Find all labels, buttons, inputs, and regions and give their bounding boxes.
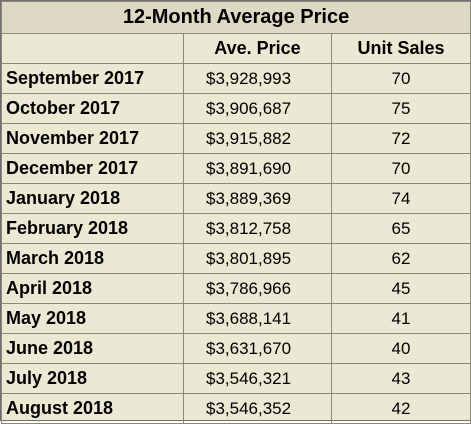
- price-cell: $3,688,141: [183, 303, 332, 334]
- month-cell: June 2018: [1, 333, 184, 364]
- price-column-header: Ave. Price: [183, 33, 332, 64]
- month-cell: May 2018: [1, 303, 184, 334]
- sales-cell: 43: [330, 363, 471, 394]
- price-cell: $3,546,321: [183, 363, 332, 394]
- title-row: 12-Month Average Price: [0, 1, 471, 34]
- sales-cell: 42: [330, 393, 471, 424]
- sales-cell: 65: [330, 213, 471, 244]
- price-cell: $3,546,352: [183, 393, 332, 424]
- sales-cell: 75: [330, 93, 471, 124]
- sales-cell: 72: [330, 123, 471, 154]
- table-row: November 2017 $3,915,882 72: [1, 123, 471, 154]
- month-cell: February 2018: [1, 213, 184, 244]
- header-row: Ave. Price Unit Sales: [1, 33, 471, 64]
- month-column-header: [1, 33, 184, 64]
- price-cell: $3,786,966: [183, 273, 332, 304]
- table-row: May 2018 $3,688,141 41: [1, 303, 471, 334]
- month-cell: September 2017: [1, 63, 184, 94]
- table-row: September 2017 $3,928,993 70: [1, 63, 471, 94]
- table-title: 12-Month Average Price: [0, 1, 471, 34]
- month-cell: April 2018: [1, 273, 184, 304]
- price-cell: $3,889,369: [183, 183, 332, 214]
- price-cell: $3,801,895: [183, 243, 332, 274]
- table-row: July 2018 $3,546,321 43: [1, 363, 471, 394]
- table-row: October 2017 $3,906,687 75: [1, 93, 471, 124]
- sales-cell: 41: [330, 303, 471, 334]
- table-row: August 2018 $3,546,352 42: [1, 393, 471, 424]
- month-cell: November 2017: [1, 123, 184, 154]
- month-cell: August 2018: [1, 393, 184, 424]
- price-cell: $3,631,670: [183, 333, 332, 364]
- month-cell: July 2018: [1, 363, 184, 394]
- table-row: June 2018 $3,631,670 40: [1, 333, 471, 364]
- table-row: March 2018 $3,801,895 62: [1, 243, 471, 274]
- price-cell: $3,915,882: [183, 123, 332, 154]
- price-cell: $3,891,690: [183, 153, 332, 184]
- table-row: April 2018 $3,786,966 45: [1, 273, 471, 304]
- price-cell: $3,812,758: [183, 213, 332, 244]
- month-cell: March 2018: [1, 243, 184, 274]
- price-cell: $3,928,993: [183, 63, 332, 94]
- month-cell: December 2017: [1, 153, 184, 184]
- sales-cell: 62: [330, 243, 471, 274]
- month-cell: January 2018: [1, 183, 184, 214]
- sales-cell: 74: [330, 183, 471, 214]
- sales-cell: 40: [330, 333, 471, 364]
- table-row: December 2017 $3,891,690 70: [1, 153, 471, 184]
- sales-cell: 70: [330, 153, 471, 184]
- price-cell: $3,906,687: [183, 93, 332, 124]
- table-row: January 2018 $3,889,369 74: [1, 183, 471, 214]
- sales-column-header: Unit Sales: [330, 33, 471, 64]
- sales-cell: 45: [330, 273, 471, 304]
- sales-cell: 70: [330, 63, 471, 94]
- table-row: February 2018 $3,812,758 65: [1, 213, 471, 244]
- month-cell: October 2017: [1, 93, 184, 124]
